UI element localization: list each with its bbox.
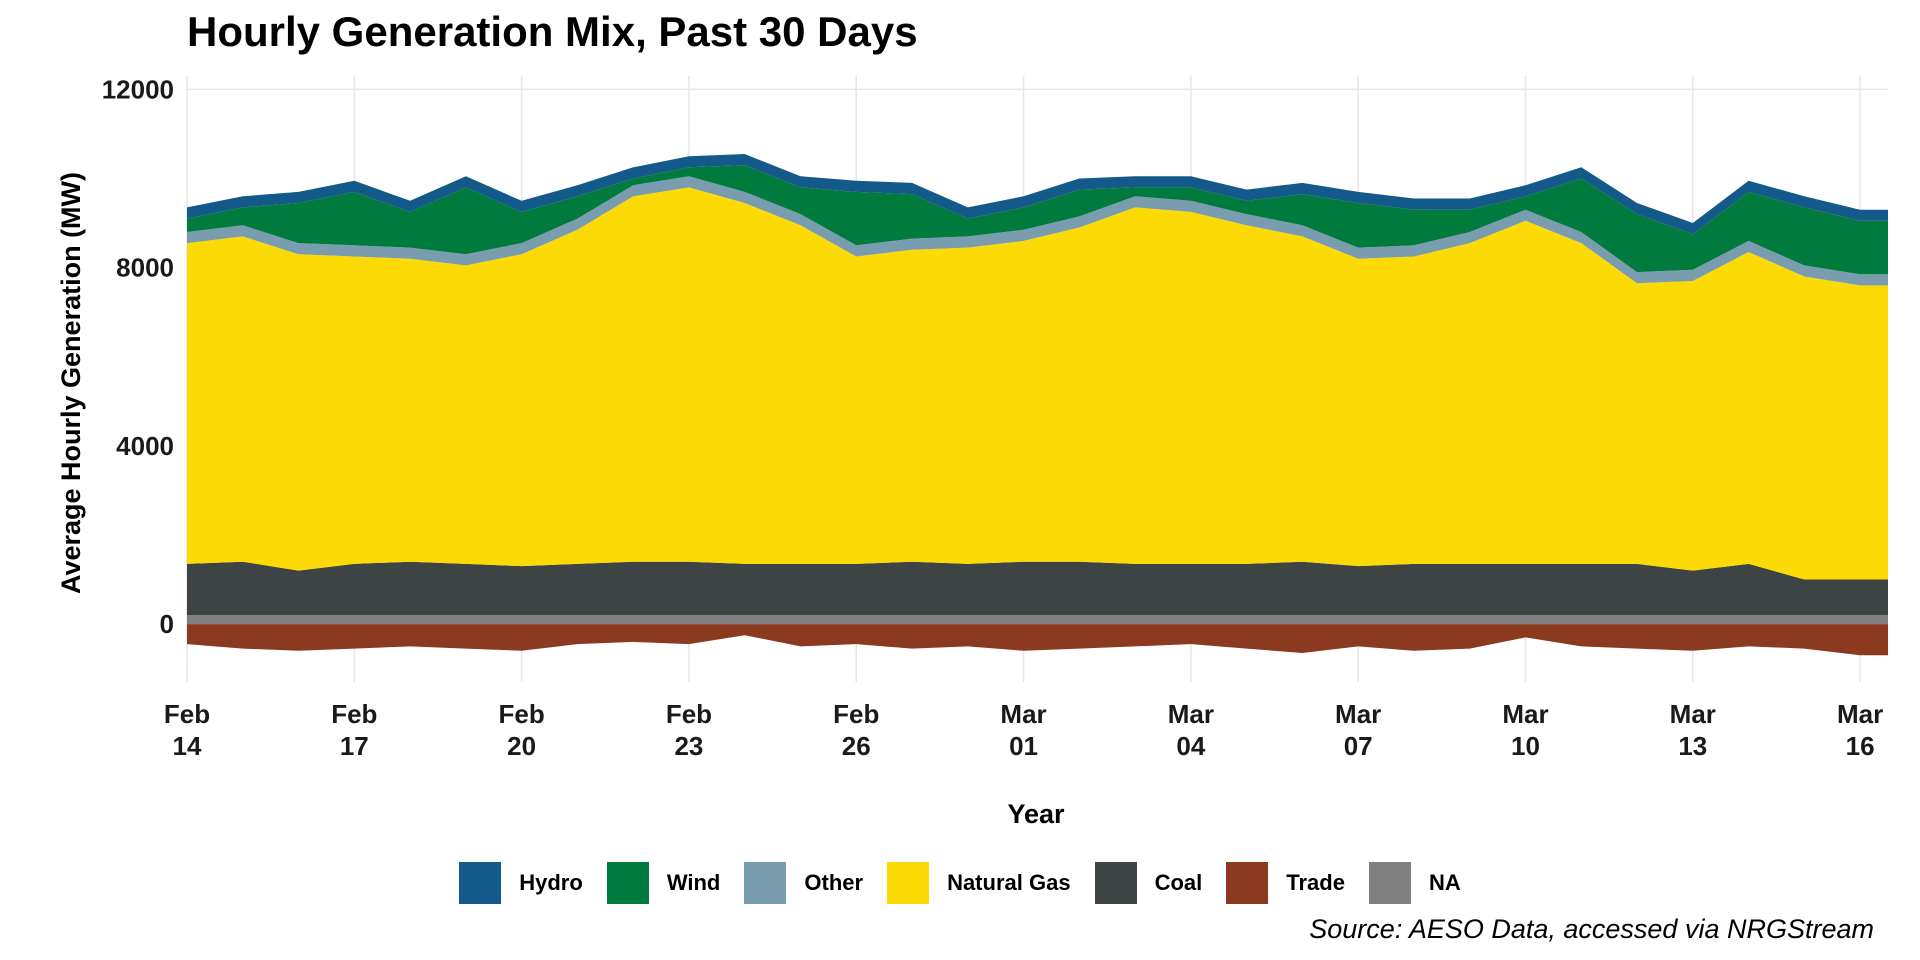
- legend-item-wind: Wind: [606, 862, 721, 904]
- legend-item-na: NA: [1368, 862, 1461, 904]
- area-series-hydro: [187, 154, 1888, 235]
- x-tick-label: Mar: [1000, 699, 1046, 729]
- legend-swatch: [606, 862, 649, 904]
- y-axis-ticks: 0 4000 8000 12000: [102, 74, 174, 639]
- legend-label: Other: [804, 870, 864, 895]
- legend-swatch: [744, 862, 787, 904]
- x-tick-label: 16: [1846, 731, 1875, 761]
- legend-label: Hydro: [519, 870, 583, 895]
- area-series-natural-gas: [187, 187, 1888, 580]
- legend-label: Wind: [666, 870, 721, 895]
- source-caption: Source: AESO Data, accessed via NRGStrea…: [1309, 914, 1874, 944]
- legend-item-natural-gas: Natural Gas: [887, 862, 1071, 904]
- x-tick-label: Feb: [164, 699, 210, 729]
- area-series-other: [187, 176, 1888, 286]
- area-series-wind: [187, 165, 1888, 275]
- x-tick-label: 01: [1009, 731, 1038, 761]
- area-series-coal: [187, 561, 1888, 616]
- x-tick-label: 20: [507, 731, 536, 761]
- x-tick-label: 07: [1344, 731, 1373, 761]
- x-tick-label: Mar: [1502, 699, 1548, 729]
- legend-swatch: [1226, 862, 1269, 904]
- y-axis-title: Average Hourly Generation (MW): [56, 172, 86, 594]
- legend-label: Coal: [1154, 870, 1203, 895]
- legend-item-other: Other: [744, 862, 863, 904]
- x-tick-label: Feb: [331, 699, 377, 729]
- y-tick-label: 0: [160, 609, 174, 639]
- area-series-trade: [187, 624, 1888, 656]
- area-series-na: [187, 615, 1888, 625]
- legend-item-trade: Trade: [1226, 862, 1345, 904]
- legend-item-hydro: Hydro: [459, 862, 583, 904]
- legend-swatch: [1094, 862, 1137, 904]
- x-tick-label: 04: [1176, 731, 1205, 761]
- x-tick-label: 14: [173, 731, 202, 761]
- area-layer: [187, 154, 1888, 656]
- x-tick-label: 13: [1678, 731, 1707, 761]
- legend: Hydro Wind Other Natural Gas Coal Trade NA: [0, 862, 1920, 904]
- y-tick-label: 4000: [116, 431, 174, 461]
- x-tick-label: 26: [842, 731, 871, 761]
- legend-swatch: [1368, 862, 1411, 904]
- x-tick-label: 23: [674, 731, 703, 761]
- legend-label: Trade: [1286, 870, 1345, 895]
- x-axis-ticks: Feb14Feb17Feb20Feb23Feb26Mar01Mar04Mar07…: [164, 699, 1883, 761]
- x-tick-label: 17: [340, 731, 369, 761]
- legend-swatch: [459, 862, 502, 904]
- x-tick-label: Feb: [833, 699, 879, 729]
- chart-title: Hourly Generation Mix, Past 30 Days: [187, 8, 918, 55]
- x-tick-label: Feb: [499, 699, 545, 729]
- legend-label: NA: [1428, 870, 1461, 895]
- x-tick-label: Mar: [1335, 699, 1381, 729]
- legend-label: Natural Gas: [947, 870, 1071, 895]
- x-tick-label: Feb: [666, 699, 712, 729]
- legend-swatch: [887, 862, 930, 904]
- y-tick-label: 8000: [116, 253, 174, 283]
- y-tick-label: 12000: [102, 74, 174, 104]
- legend-item-coal: Coal: [1094, 862, 1203, 904]
- x-tick-label: Mar: [1670, 699, 1716, 729]
- x-tick-label: 10: [1511, 731, 1540, 761]
- x-axis-title: Year: [1007, 799, 1065, 829]
- x-tick-label: Mar: [1837, 699, 1883, 729]
- x-tick-label: Mar: [1168, 699, 1214, 729]
